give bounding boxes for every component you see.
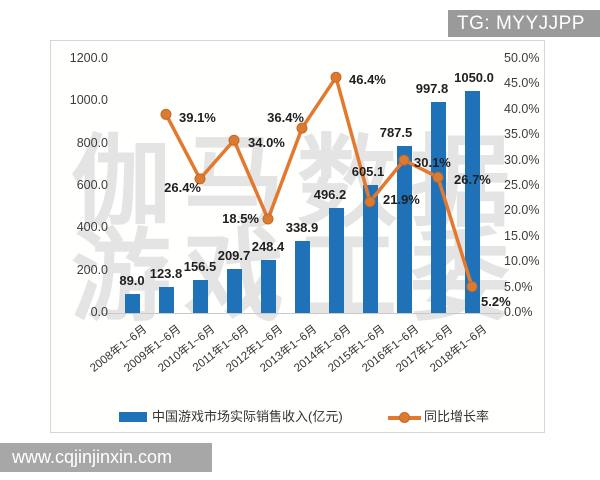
right-axis-tick: 35.0%: [504, 127, 540, 142]
chart-panel: 伽马数据 游戏工委 中国游戏市场实际销售收入(亿元) 同比增长率 1200.01…: [50, 40, 545, 433]
line-point: [398, 154, 410, 166]
bar-value-label: 123.8: [149, 265, 183, 281]
line-point: [262, 213, 274, 225]
legend-bar-label: 中国游戏市场实际销售收入(亿元): [152, 409, 343, 424]
bar: [328, 207, 344, 313]
right-axis-tick: 40.0%: [504, 101, 540, 116]
legend-bar-swatch: [119, 412, 147, 422]
line-value-label: 36.4%: [267, 110, 304, 126]
tg-watermark-badge: TG: MYYJJPP: [448, 10, 600, 37]
legend-line-dot-icon: [399, 412, 410, 423]
line-point: [432, 171, 444, 183]
url-watermark-bar: www.cqjinjinxin.com: [0, 443, 212, 472]
bar-value-label: 605.1: [351, 163, 385, 179]
y-axis-tick: 0.0: [90, 305, 108, 319]
bar: [192, 279, 208, 313]
bar-value-label: 787.5: [379, 125, 413, 141]
legend-line-label: 同比增长率: [424, 409, 490, 424]
line-point: [160, 108, 172, 120]
line-value-label: 46.4%: [349, 72, 386, 88]
bar: [260, 260, 276, 313]
bar: [124, 294, 140, 313]
right-axis-tick: 15.0%: [504, 228, 540, 243]
line-value-label: 34.0%: [248, 135, 285, 151]
right-axis-tick: 0.0%: [504, 305, 533, 319]
line-point: [466, 281, 478, 293]
bar: [362, 184, 378, 313]
line-value-label: 18.5%: [222, 211, 259, 227]
line-point: [228, 134, 240, 146]
right-axis-tick: 10.0%: [504, 254, 540, 269]
right-axis-tick: 50.0%: [504, 51, 540, 65]
line-point: [330, 71, 342, 83]
bar: [226, 268, 242, 313]
bar: [158, 286, 174, 313]
right-axis-tick: 30.0%: [504, 152, 540, 167]
bar-value-label: 338.9: [285, 220, 319, 236]
y-axis-tick: 200.0: [76, 262, 108, 277]
y-axis-tick: 600.0: [76, 178, 108, 192]
line-value-label: 5.2%: [481, 293, 511, 309]
growth-rate-line: [160, 71, 478, 293]
bar-value-label: 1050.0: [454, 69, 494, 85]
line-value-label: 39.1%: [179, 110, 216, 126]
line-value-label: 26.4%: [164, 179, 201, 195]
bar: [294, 241, 310, 313]
y-axis-tick: 1200.0: [69, 51, 108, 65]
right-axis-tick: 25.0%: [504, 178, 540, 192]
right-axis-tick: 20.0%: [504, 203, 540, 218]
line-value-label: 21.9%: [383, 191, 420, 207]
bar-value-label: 89.0: [119, 273, 145, 289]
y-axis-tick: 400.0: [76, 220, 108, 235]
line-value-label: 26.7%: [454, 172, 491, 188]
line-value-label: 30.1%: [414, 155, 451, 171]
bar-value-label: 209.7: [217, 247, 251, 263]
right-axis-tick: 5.0%: [504, 279, 533, 294]
line-point: [296, 122, 308, 134]
bar-value-label: 156.5: [183, 258, 217, 274]
line-point: [364, 196, 376, 208]
bar-value-label: 997.8: [415, 80, 449, 96]
line-point: [194, 173, 206, 185]
bar-value-label: 496.2: [313, 186, 347, 202]
bar: [464, 90, 480, 313]
y-axis-tick: 800.0: [76, 135, 108, 150]
y-axis-tick: 1000.0: [69, 93, 108, 108]
right-axis-tick: 45.0%: [504, 76, 540, 91]
x-axis-line: [101, 313, 501, 314]
bar-value-label: 248.4: [251, 239, 285, 255]
bar: [396, 146, 412, 313]
bar: [430, 101, 446, 313]
